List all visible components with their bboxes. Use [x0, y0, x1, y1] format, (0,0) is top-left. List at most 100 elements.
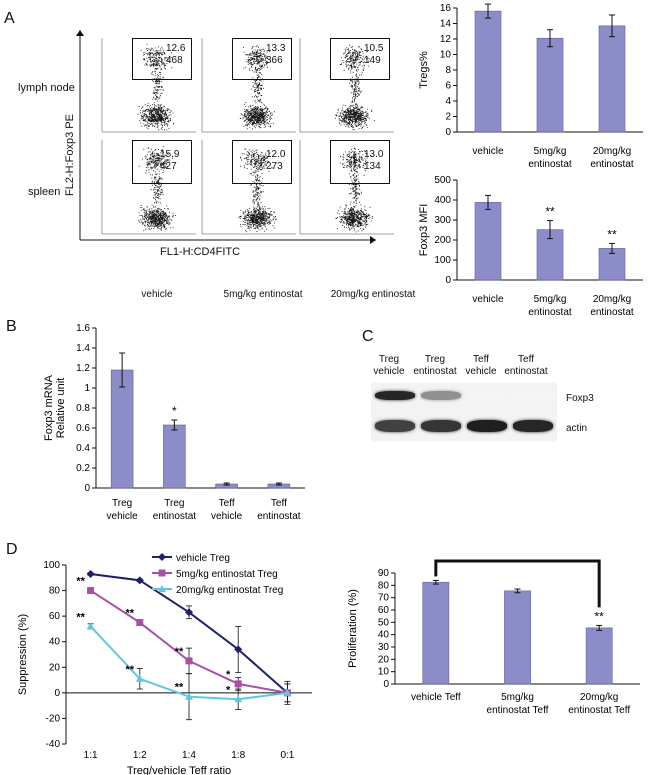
gate-mfi: 273: [266, 161, 283, 172]
flow-y-arrow: [76, 30, 84, 36]
x-category-label: Treg: [112, 498, 132, 509]
foxp3-band-4: [513, 391, 553, 400]
scatter-dots: [101, 140, 196, 235]
x-axis-label: Treg/vehicle Teff ratio: [127, 765, 231, 775]
y-tick-label: 0.8: [76, 403, 90, 414]
lane-label-line: entinostat: [504, 366, 548, 377]
gate-mfi: 149: [364, 55, 381, 66]
scatter-dots: [201, 140, 296, 235]
x-category-label: 1:2: [133, 750, 147, 761]
y-tick-label: 0.4: [76, 443, 90, 454]
y-tick-label: 10: [440, 50, 452, 61]
square-marker: [158, 569, 166, 577]
y-tick-label: 20: [49, 662, 61, 673]
diamond-marker: [135, 576, 144, 585]
flow-x-axis-label: FL1-H:CD4FITC: [160, 246, 241, 258]
legend-label: vehicle Treg: [176, 553, 230, 564]
y-tick-label: 40: [378, 630, 390, 641]
significance-mark: *: [172, 404, 177, 418]
x-category-label: vehicle Teff: [411, 692, 461, 703]
bar: [504, 590, 531, 685]
x-category-label: 20mg/kg: [593, 294, 631, 305]
row-label-lymph-node: lymph node: [18, 82, 75, 94]
y-tick-label: 80: [49, 586, 61, 597]
blot-lane-1: Treg vehicle: [373, 354, 404, 378]
y-tick-label: -20: [46, 713, 61, 724]
foxp3-mfi-chart: 0 100 200 300 400 500 vehicle ** 5mg/kg entinosta…: [418, 175, 643, 318]
triangle-marker: [234, 695, 243, 703]
scatter-dots: [101, 38, 196, 133]
square-marker: [136, 619, 144, 627]
y-tick-label: 6: [445, 81, 451, 92]
y-tick-label: 100: [434, 255, 451, 266]
x-category-label: 5mg/kg: [501, 692, 534, 703]
significance-mark: **: [76, 576, 85, 588]
gate-percent: 15.9: [160, 149, 180, 160]
panel-label-c: C: [362, 328, 374, 345]
lane-label-line: Treg: [378, 354, 400, 365]
foxp3-mrna-chart: 0 0.2 0.4 0.6 0.8 1 1.2 1.4 1.6 Treg vehicle * Treg e…: [43, 323, 305, 522]
x-category-label: vehicle: [472, 146, 504, 157]
y-tick-label: 60: [49, 611, 61, 622]
y-tick-label: 0: [445, 127, 451, 138]
cell-events: [335, 147, 373, 233]
significance-mark: **: [126, 608, 135, 620]
panel-label-b: B: [6, 318, 17, 335]
y-tick-label: 300: [434, 215, 451, 226]
significance-mark: *: [226, 684, 231, 696]
x-category-label: entinostat: [590, 307, 634, 318]
gate-box: [132, 140, 192, 184]
y-tick-label: 1.2: [76, 363, 90, 374]
gate-percent: 13.3: [266, 43, 286, 54]
x-category-label: entinostat Teff: [568, 705, 630, 716]
bar: [474, 202, 502, 281]
gate-mfi: 366: [266, 55, 283, 66]
scatter-dots: [299, 38, 394, 133]
blot-lane-3: Teff vehicle: [465, 354, 496, 378]
legend-label: 5mg/kg entinostat Treg: [176, 569, 278, 580]
y-tick-label: 20: [378, 654, 390, 665]
x-category-label: entinostat: [528, 159, 572, 170]
y-tick-label: 0: [54, 688, 60, 699]
blot-membrane: [371, 383, 557, 441]
x-category-label: entinostat: [257, 511, 301, 522]
triangle-marker: [283, 688, 292, 696]
bar: [422, 581, 450, 685]
square-marker: [185, 657, 193, 665]
bar: [598, 25, 626, 133]
diamond-marker: [158, 553, 166, 561]
cell-events: [137, 43, 175, 131]
x-category-label: entinostat: [590, 159, 634, 170]
significance-mark: **: [607, 227, 617, 241]
x-category-label: 1:8: [231, 750, 245, 761]
cell-events: [138, 146, 176, 231]
suppression-line-chart: -40 -20 0 20 40 60 80 100 1:1 1:2 1:4 1:8 0:1 Treg/ve…: [17, 553, 312, 775]
actin-band-2: [421, 420, 461, 432]
x-category-label: entinostat: [153, 511, 197, 522]
cell-events: [334, 44, 375, 131]
lane-label-line: vehicle: [465, 366, 497, 377]
y-tick-label: 2: [445, 112, 451, 123]
foxp3-band-3: [467, 391, 507, 400]
y-tick-label: 0: [84, 483, 90, 494]
y-tick-label: 0: [383, 679, 389, 690]
flow-x-arrow: [370, 236, 376, 244]
y-axis-label: Suppression (%): [17, 614, 29, 695]
y-tick-label: 80: [378, 580, 390, 591]
x-category-label: 5mg/kg: [534, 294, 567, 305]
bar: [585, 627, 613, 685]
cell-events: [238, 148, 277, 233]
bar: [474, 10, 502, 133]
gate-mfi: 427: [160, 161, 177, 172]
x-category-label: 5mg/kg: [534, 146, 567, 157]
y-tick-label: 1: [84, 383, 90, 394]
significance-mark: **: [126, 664, 135, 676]
y-axis-label: Tregs%: [418, 51, 430, 89]
y-tick-label: 4: [445, 96, 451, 107]
y-tick-label: 1.6: [76, 323, 90, 334]
y-tick-label: 14: [440, 19, 452, 30]
flow-plot-spleen-5mg: 12.0 273: [200, 140, 296, 236]
actin-band-4: [513, 420, 553, 432]
y-axis-label: Foxp3 mRNA: [43, 374, 55, 441]
